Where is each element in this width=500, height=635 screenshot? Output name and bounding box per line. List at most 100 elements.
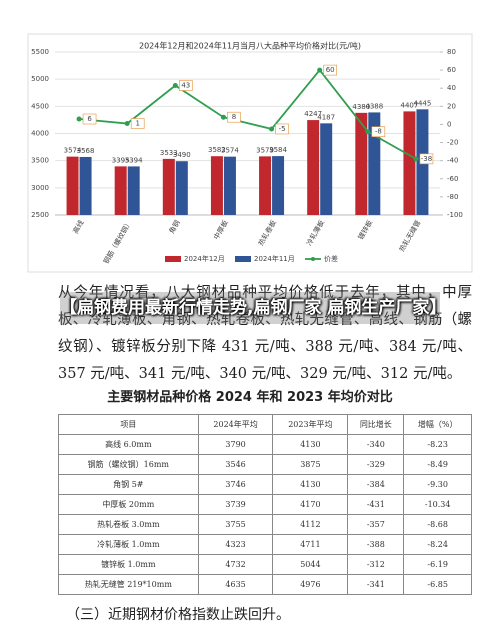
table-cell: 3546 [197,454,274,475]
y-tick-label: 3000 [31,184,49,192]
chart: 2024年12月和2024年11月当月八大品种平均价格对比(元/吨) 2500 3… [27,33,473,273]
bar [307,120,320,215]
bar-value-label: 3490 [173,151,191,159]
y-tick-label: 4500 [31,102,49,110]
table-cell: 4130 [272,434,349,455]
table-cell: 3746 [197,474,274,495]
y2-tick-label: 20 [447,102,456,110]
line-label-box [179,80,193,91]
table-header-row: 项目 2024年平均 2023年平均 同比增长 增幅（%） [58,414,472,435]
legend-swatch [311,257,315,261]
y2-tick-label: -80 [447,193,458,201]
table-cell: -8.49 [403,454,472,475]
bar [66,156,79,215]
table-header-cell: 2023年平均 [272,414,349,435]
table-cell: -312 [347,554,405,575]
footer-text: （三）近期钢材价格指数止跌回升。 [66,607,290,623]
bar-value-label: 3582 [208,146,226,154]
line-value-label: 43 [181,82,190,90]
y2-tick-label: -100 [447,211,463,219]
chart-title: 2024年12月和2024年11月当月八大品种平均价格对比(元/吨) [139,41,361,51]
table-cell: 4130 [272,474,349,495]
y2-tick-label: -60 [447,175,458,183]
table-header-cell: 增幅（%） [403,414,472,435]
bar-value-label: 4380 [352,103,370,111]
table-row: 钢筋（螺纹钢）16mm 3546 3875 -329 -8.49 [58,454,472,475]
line [78,68,417,160]
bar [162,158,175,215]
table-cell: -357 [347,514,405,535]
table-cell: 3755 [197,514,274,535]
table-cell: -8.23 [403,434,472,455]
line-value-label: 8 [232,113,236,121]
bar [79,156,92,215]
paragraph: 从今年情况看，八大钢材品种平均价格低于去年，其中，中厚板、冷轧薄板、角钢、热轧卷… [58,285,472,382]
table-header-cell: 同比增长 [347,414,405,435]
legend-swatch [165,256,181,262]
legend-label: 2024年12月 [184,254,225,263]
line-marker [124,121,130,127]
price-table: 项目 2024年平均 2023年平均 同比增长 增幅（%） 高线 6.0mm 3790 413… [58,414,472,595]
bar [210,156,223,215]
line-value-label: 6 [87,115,92,123]
table-cell: 3790 [197,434,274,455]
line-marker [220,114,226,120]
bar-value-label: 4445 [414,99,432,107]
table-cell: 3739 [197,494,274,515]
table-cell: -340 [347,434,405,455]
bar [223,156,236,215]
bar [403,111,416,215]
table-title: 主要钢材品种价格 2024 年和 2023 年均价对比 [107,390,393,405]
table-cell: 3875 [272,454,349,475]
line-label-box [275,123,289,135]
line-value-label: -8 [375,128,382,136]
line-label-box [419,153,434,165]
line-label-box [227,111,241,123]
y-tick-label: 2500 [31,211,49,219]
line-marker [76,116,82,122]
legend-label: 2024年11月 [254,254,295,263]
table-header-cell: 项目 [58,414,199,435]
table-cell: -6.85 [403,574,472,595]
bar-value-label: 4407 [401,101,419,109]
line-marker [172,83,178,89]
table-cell: 4711 [272,534,349,555]
table-row: 镀锌板 1.0mm 4732 5044 -312 -6.19 [58,554,472,575]
table-row: 热轧卷板 3.0mm 3755 4112 -357 -8.68 [58,514,472,535]
bar-value-label: 3579 [256,146,274,154]
bar [259,156,272,215]
y2-tick-label: 60 [447,66,456,74]
table-cell: 高线 6.0mm [58,434,199,455]
y2-tick-label: 0 [447,120,451,128]
table-cell: 4170 [272,494,349,515]
bar [114,166,127,215]
y-tick-label: 5500 [31,48,49,56]
table-cell: -384 [347,474,405,495]
table-cell: -8.24 [403,534,472,555]
line-marker [317,67,323,73]
line-label-box [323,64,337,76]
table-cell: -10.34 [403,494,472,515]
legend-label: 价差 [324,254,338,263]
table-cell: 角钢 5# [58,474,199,495]
chart-frame [27,33,473,273]
table-cell: 4112 [272,514,349,535]
table-row: 冷轧薄板 1.0mm 4323 4711 -388 -8.24 [58,534,472,555]
line-value-label: -5 [279,125,286,133]
line-value-label: 1 [135,120,139,128]
line-marker [269,126,275,132]
table-cell: 热轧无缝管 219*10mm [58,574,199,595]
table-cell: -329 [347,454,405,475]
y-tick-label: 4000 [31,130,49,138]
bar-value-label: 4247 [304,110,322,118]
y-tick-label: 3500 [31,157,49,165]
y2-tick-label: -20 [447,139,458,147]
bar-value-label: 3584 [269,146,287,154]
y-tick-label: 5000 [31,75,49,83]
table-cell: -8.68 [403,514,472,535]
bar-value-label: 3533 [160,149,178,157]
table-row: 高线 6.0mm 3790 4130 -340 -8.23 [58,434,472,455]
table-cell: 钢筋（螺纹钢）16mm [58,454,199,475]
legend-swatch [235,256,251,262]
y2-tick-label: 40 [447,84,456,92]
